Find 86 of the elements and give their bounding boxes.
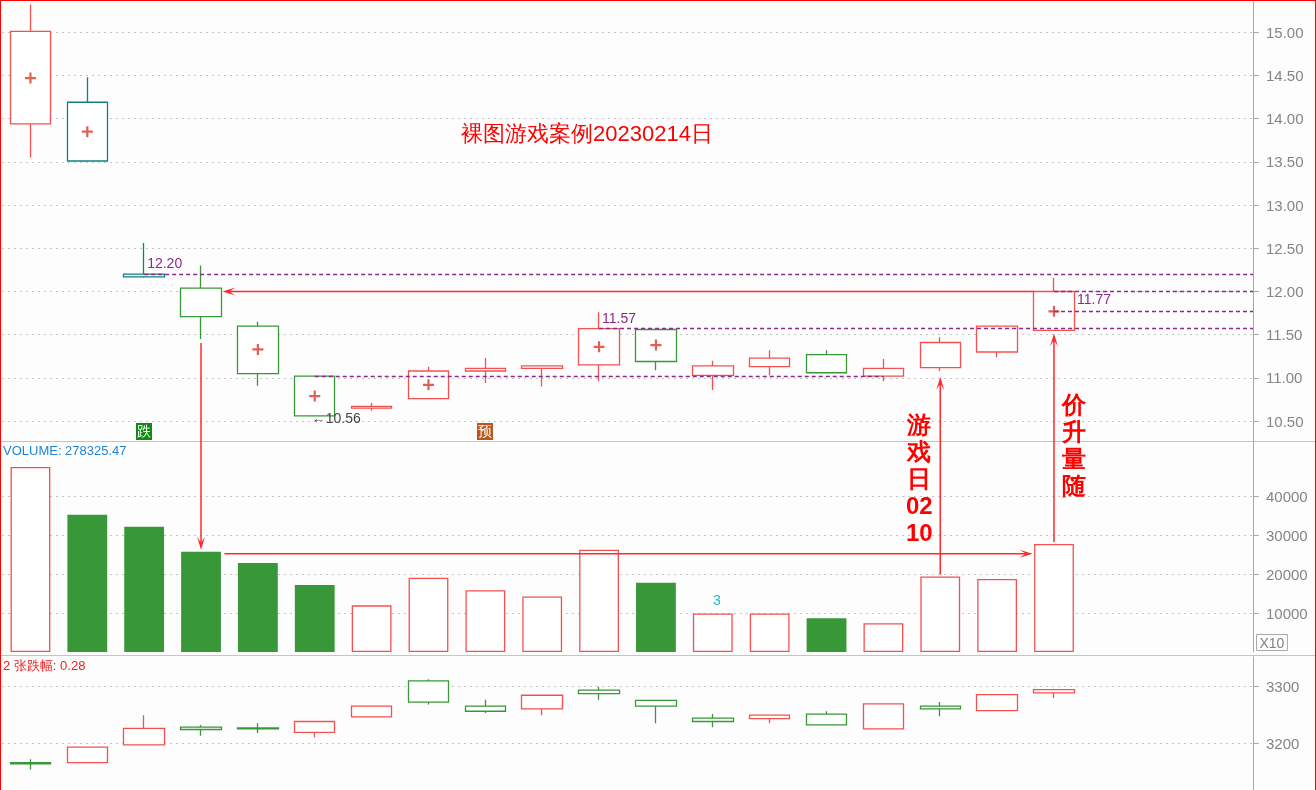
bar [181,551,221,652]
candlestick [66,76,109,162]
bar [692,613,733,652]
candlestick [975,694,1019,712]
candlestick [122,714,166,746]
candlestick [862,703,905,730]
bar [351,605,392,652]
bar [1034,543,1074,652]
candlestick [407,366,450,400]
candlestick [1032,277,1076,332]
y-tick-label: 10.50 [1266,412,1304,430]
y-tick-label: 12.00 [1266,283,1304,300]
candlestick [66,745,109,764]
annotation: 3 [712,591,721,608]
y-tick-label: 10000 [1266,604,1308,622]
text: 裸图游戏案例20230214日 [461,120,713,146]
y-tick-label: 14.50 [1266,66,1304,84]
candlestick [520,364,564,388]
candlestick [577,686,621,701]
candlestick [520,694,564,716]
candlestick [919,336,962,372]
y-tick-label: 14.00 [1266,110,1304,128]
candlestick [293,720,336,739]
bar [522,596,563,652]
candlestick [805,710,848,726]
y-axis-title: X10 [1259,634,1285,651]
annotation: 预 [477,423,494,440]
bar [920,576,961,652]
y-tick-label: 20000 [1266,565,1308,583]
candlestick [236,722,280,734]
point [81,126,93,138]
bar [977,578,1018,652]
candlestick [634,699,678,724]
candlestick [407,678,450,706]
candlestick [975,324,1019,358]
bar [806,618,847,652]
y-tick-label: 13.00 [1266,196,1304,214]
candlestick [1032,688,1076,699]
chart-title: 2 张跌幅: 0.28 [3,658,86,673]
point [422,379,434,391]
candlestick [805,349,848,374]
annotation: 跌 [136,423,153,440]
bar [863,623,904,652]
y-tick-label: 12.50 [1266,239,1304,257]
bar [749,613,790,652]
bar [237,562,278,652]
bar [408,577,449,652]
bar [10,466,51,652]
point [252,343,264,355]
point [24,72,36,84]
bar [579,549,619,652]
annotation: 价升量随 [1061,391,1086,500]
y-tick-label: 11.50 [1266,326,1303,344]
y-tick-label: 15.00 [1266,23,1304,41]
point [593,341,605,353]
annotation: ←10.56 [311,409,361,426]
candlestick [350,705,393,718]
y-tick-label: 11.00 [1266,369,1303,387]
point [309,390,321,402]
y-tick-label: 3200 [1266,734,1300,752]
bar [636,582,676,652]
annotation: 11.77 [1076,291,1111,308]
bar [67,514,108,652]
candlestick [691,713,735,728]
candlestick [350,402,393,412]
bar [124,526,165,652]
candlestick [919,701,962,718]
candlestick [748,349,791,376]
y-tick-label: 30000 [1266,526,1308,544]
candlestick [691,359,735,391]
point [650,339,662,351]
bar [465,590,506,652]
candlestick [236,321,280,387]
y-tick-label: 13.50 [1266,153,1304,171]
annotation: 游戏日0210 [905,411,933,546]
chart-title: VOLUME: 278325.47 [3,443,127,458]
candlestick [634,328,678,371]
bar [294,585,335,652]
candlestick [862,358,905,383]
candlestick [464,357,507,384]
annotation: 12.20 [147,255,183,272]
y-tick-label: 3300 [1266,677,1300,695]
y-tick-label: 40000 [1266,487,1308,505]
candlestick [464,699,507,714]
annotation: 11.57 [602,309,637,326]
candlestick [9,3,52,159]
